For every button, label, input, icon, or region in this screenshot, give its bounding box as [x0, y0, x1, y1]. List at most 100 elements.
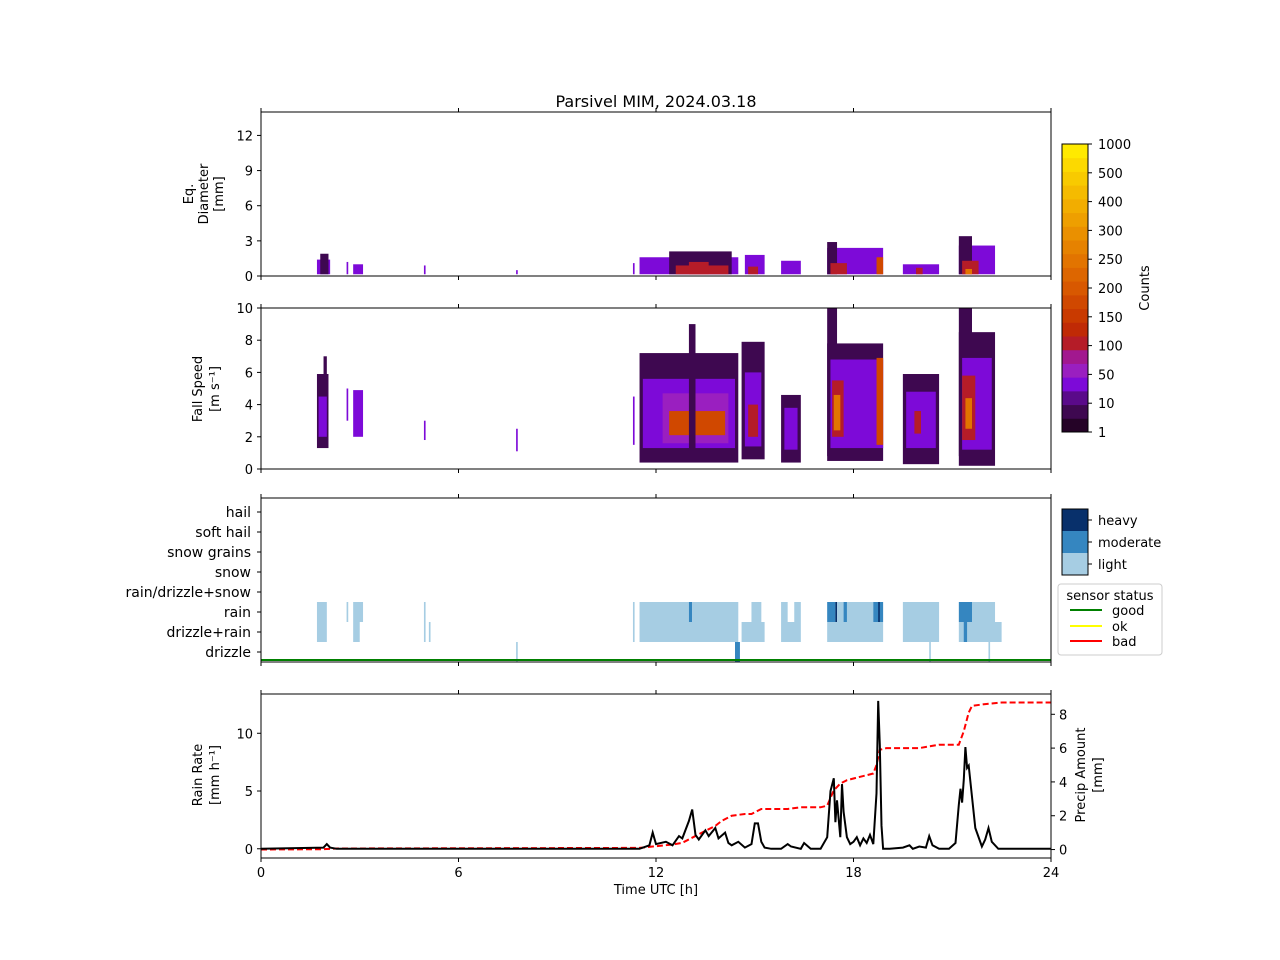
- colorbar-level: [1062, 281, 1088, 296]
- y-tick-label: 2: [245, 431, 253, 446]
- precip-type-bar: [516, 642, 518, 662]
- y-tick-label: 0: [245, 843, 253, 858]
- colorbar-level: [1062, 212, 1088, 227]
- colorbar-tick-label: 10: [1098, 397, 1115, 412]
- diameter-cell: [320, 253, 329, 275]
- diameter-cell: [830, 263, 847, 275]
- colorbar-tick-label: 300: [1098, 224, 1123, 239]
- colorbar-level: [1062, 308, 1088, 323]
- precip-type-bar: [958, 602, 972, 622]
- category-label: rain: [224, 605, 251, 621]
- precip-type-bar: [423, 602, 426, 622]
- colorbar-tick-label: 1000: [1098, 138, 1131, 153]
- diameter-cell: [916, 267, 923, 275]
- precip-type-bar: [735, 642, 740, 662]
- colorbar-level: [1062, 404, 1088, 419]
- fallspeed-cell: [318, 396, 327, 437]
- precip-type-bar: [878, 602, 880, 622]
- fallspeed-cell: [688, 324, 696, 450]
- diameter-ylabel-3: [mm]: [212, 176, 227, 211]
- precip-type-bar: [988, 642, 991, 662]
- diameter-axis: 0 3 6 9 12: [236, 108, 1052, 285]
- precip-type-panel: hail soft hail snow grains snow rain/drizzle…: [126, 494, 1163, 666]
- y-tick-label: 0: [245, 270, 253, 285]
- colorbar-level: [1062, 322, 1088, 337]
- x-tick-label: 12: [648, 866, 665, 881]
- colorbar-levels: [1062, 144, 1088, 433]
- x-tick-label: 18: [845, 866, 862, 881]
- precip-type-bar: [972, 602, 996, 622]
- diameter-cell: [353, 264, 364, 275]
- intensity-legend: heavy moderate light: [1061, 508, 1161, 576]
- precip-type-bar: [428, 622, 431, 642]
- colorbar-tick-label: 150: [1098, 311, 1123, 326]
- colorbar-tick-label: 1: [1098, 426, 1106, 441]
- precip-type-bar: [692, 602, 739, 622]
- rain-rate-ylabel-1: Rain Rate: [191, 744, 206, 807]
- category-label: soft hail: [195, 525, 251, 541]
- colorbar-tick-label: 400: [1098, 196, 1123, 211]
- diameter-cell: [688, 261, 709, 275]
- fallspeed-cell: [784, 407, 798, 450]
- y-tick-label: 12: [236, 129, 253, 144]
- precip-type-bar: [958, 622, 1002, 642]
- precip-type-bar: [346, 602, 349, 622]
- precip-type-bar: [929, 642, 931, 662]
- rain-rate-line: [260, 700, 1051, 850]
- category-label: rain/drizzle+snow: [126, 585, 251, 601]
- diameter-cell: [748, 266, 759, 275]
- precip-type-bar: [902, 622, 940, 642]
- precip-type-bar: [837, 602, 874, 622]
- category-label: snow grains: [167, 545, 251, 561]
- y-tick-label: 10: [236, 302, 253, 317]
- fallspeed-axis: 0 2 4 6 8 10: [236, 302, 1052, 478]
- diameter-ylabel-1: Eq.: [182, 184, 197, 205]
- precip-type-bar: [741, 622, 765, 642]
- legend-label-light: light: [1098, 558, 1127, 573]
- precip-type-axis: hail soft hail snow grains snow rain/drizzle…: [126, 494, 1052, 666]
- y2-tick-label: 2: [1059, 810, 1067, 825]
- fallspeed-cell: [423, 420, 426, 441]
- fallspeed-cell: [906, 391, 936, 449]
- colorbar-tick-label: 250: [1098, 253, 1123, 268]
- precip-type-bar: [781, 622, 801, 642]
- chart-title: Parsivel MIM, 2024.03.18: [555, 92, 756, 111]
- precip-type-bar: [423, 622, 426, 642]
- precip-type-bar: [902, 602, 940, 622]
- colorbar-level: [1062, 336, 1088, 351]
- x-axis-label: Time UTC [h]: [613, 883, 698, 898]
- fallspeed-ylabel-2: [m s⁻¹]: [208, 366, 223, 412]
- precip-type-bar: [639, 622, 739, 642]
- precip-type-bar: [316, 622, 327, 642]
- x-tick-label: 6: [454, 866, 462, 881]
- colorbar-level: [1062, 418, 1088, 433]
- legend-label-moderate: moderate: [1098, 536, 1161, 551]
- fallspeed-cell: [632, 396, 635, 445]
- precip-type-bar: [353, 602, 364, 622]
- precip-amount-ylabel-2: [mm]: [1091, 757, 1106, 792]
- precip-type-bar: [835, 602, 838, 622]
- fallspeed-cell: [353, 390, 364, 437]
- y-tick-label: 4: [245, 399, 253, 414]
- colorbar-ticks: 1 10 50 100 150 200 250 300 400 500 1000: [1088, 138, 1131, 441]
- fallspeed-heatmap: [316, 308, 996, 466]
- y2-tick-label: 8: [1059, 708, 1067, 723]
- y-tick-label: 0: [245, 463, 253, 478]
- precip-type-bar: [843, 602, 847, 622]
- y2-tick-label: 6: [1059, 742, 1067, 757]
- legend-swatch-heavy: [1062, 509, 1088, 531]
- precip-type-bar: [794, 602, 801, 622]
- fallspeed-cell: [748, 404, 759, 437]
- colorbar-level: [1062, 294, 1088, 310]
- diameter-ylabel-2: Diameter: [197, 163, 212, 224]
- fallspeed-cell: [833, 394, 841, 431]
- diameter-cell: [516, 270, 518, 275]
- category-label: hail: [226, 505, 251, 521]
- precip-type-bar: [353, 622, 360, 642]
- colorbar-level: [1062, 185, 1088, 200]
- colorbar: 1 10 50 100 150 200 250 300 400 500 1000 Counts: [1061, 138, 1153, 441]
- legend-swatch-moderate: [1062, 531, 1088, 553]
- diameter-heatmap: [316, 236, 996, 275]
- rain-rate-ylabel-2: [mm h⁻¹]: [208, 745, 223, 805]
